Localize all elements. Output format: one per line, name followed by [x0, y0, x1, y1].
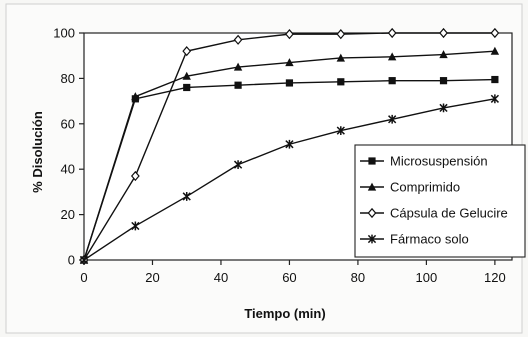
- series-4: [79, 94, 500, 265]
- legend-marker: [367, 234, 377, 244]
- series-layer: [79, 27, 500, 266]
- data-point: [233, 34, 243, 45]
- data-point: [439, 50, 448, 59]
- x-tick-label: 0: [80, 270, 87, 285]
- x-tick-label: 20: [145, 270, 159, 285]
- data-point: [233, 62, 243, 71]
- legend-label: Microsuspensión: [390, 154, 488, 169]
- data-point: [490, 46, 500, 55]
- data-point: [182, 71, 191, 80]
- legend: Microsuspensión Comprimido Cápsula de Gelu…: [354, 144, 526, 258]
- data-point: [130, 170, 140, 182]
- data-point: [336, 126, 345, 136]
- legend-marker: [367, 207, 377, 219]
- legend-label: Cápsula de Gelucire: [390, 206, 508, 221]
- data-point: [182, 46, 192, 57]
- data-point: [182, 192, 191, 201]
- data-point: [285, 139, 294, 149]
- data-point: [285, 58, 294, 67]
- data-point: [387, 52, 397, 61]
- legend-marker: [368, 157, 376, 165]
- data-point: [183, 83, 191, 92]
- data-point: [233, 160, 243, 170]
- data-point: [131, 221, 140, 231]
- data-point: [490, 94, 500, 104]
- y-tick-label: 40: [61, 162, 75, 177]
- data-point: [388, 114, 397, 124]
- axes: 0 20 40 60 80 100 0 20 40 60 80 100 120: [53, 26, 513, 285]
- data-point: [131, 92, 140, 101]
- data-point: [388, 77, 396, 85]
- data-point: [439, 77, 448, 85]
- data-point: [491, 75, 499, 84]
- data-point: [234, 81, 242, 89]
- data-point: [285, 79, 294, 87]
- y-tick-label: 0: [68, 253, 75, 268]
- y-tick-label: 80: [61, 71, 75, 86]
- x-tick-label: 40: [214, 270, 228, 285]
- legend-label: Fármaco solo: [390, 232, 469, 247]
- data-point: [285, 29, 294, 40]
- x-tick-label: 120: [484, 270, 506, 285]
- x-tick-label: 80: [351, 270, 365, 285]
- data-point: [337, 78, 345, 86]
- data-point: [439, 103, 448, 113]
- data-point: [336, 29, 346, 40]
- data-point: [439, 27, 448, 39]
- x-axis-title: Tiempo (min): [244, 306, 325, 321]
- series-3: [79, 27, 500, 266]
- legend-label: Comprimido: [390, 180, 460, 195]
- data-point: [79, 255, 89, 265]
- data-point: [336, 53, 345, 62]
- data-point: [387, 27, 397, 39]
- legend-marker: [367, 182, 377, 191]
- y-tick-label: 100: [53, 26, 75, 41]
- y-tick-label: 20: [61, 207, 75, 222]
- y-axis-title: % Disolución: [30, 111, 45, 193]
- data-point: [490, 27, 500, 39]
- x-tick-label: 100: [416, 270, 438, 285]
- y-tick-label: 60: [61, 116, 75, 131]
- x-tick-label: 60: [282, 270, 296, 285]
